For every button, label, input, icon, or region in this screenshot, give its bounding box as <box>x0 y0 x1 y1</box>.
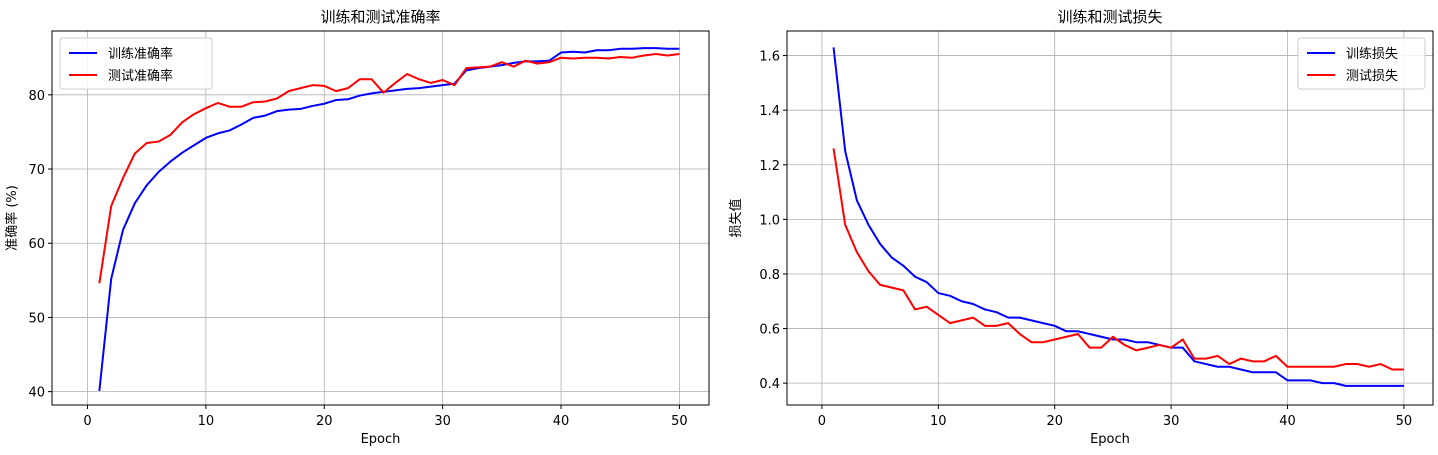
y-tick-label: 1.2 <box>759 159 780 174</box>
y-tick-label: 50 <box>28 311 45 326</box>
legend-label: 训练损失 <box>1346 47 1398 62</box>
x-axis-label: Epoch <box>1090 432 1130 447</box>
legend-box <box>1297 37 1426 90</box>
accuracy-chart: 0 10 20 30 40 50 40 50 60 70 80 训练和测试准确率 Epoch 准确率 (%… <box>4 8 710 447</box>
series-line-train <box>832 47 1404 387</box>
y-tick-label: 60 <box>28 237 45 252</box>
axes-frame <box>786 30 1434 406</box>
x-tick-label: 50 <box>1396 414 1413 429</box>
y-tick-label: 80 <box>28 89 45 104</box>
legend-label: 训练准确率 <box>108 46 173 62</box>
y-tick-label: 0.8 <box>759 268 780 283</box>
x-tick-label: 20 <box>1046 414 1063 429</box>
x-tick-label: 40 <box>553 414 570 429</box>
y-axis-label: 损失值 <box>728 198 744 237</box>
x-tick-label: 20 <box>316 414 333 429</box>
series-line-test <box>832 148 1404 371</box>
legend-box <box>59 37 213 90</box>
legend-label: 测试准确率 <box>108 68 173 84</box>
x-tick-label: 50 <box>671 414 688 429</box>
x-axis-label: Epoch <box>361 432 401 447</box>
x-tick-label: 30 <box>1163 414 1180 429</box>
series-line-train <box>98 47 680 392</box>
y-axis-label: 准确率 (%) <box>4 185 20 251</box>
y-tick-label: 1.4 <box>759 104 780 119</box>
plot-area <box>52 31 709 405</box>
y-tick-label: 40 <box>28 386 45 401</box>
series-line-test <box>98 53 680 284</box>
plot-area <box>787 31 1433 405</box>
y-tick-label: 0.4 <box>759 377 780 392</box>
chart-title: 训练和测试准确率 <box>320 8 440 26</box>
chart-title: 训练和测试损失 <box>1057 8 1162 26</box>
axes-frame <box>51 30 710 406</box>
y-tick-label: 1.0 <box>759 213 780 228</box>
x-tick-label: 30 <box>434 414 451 429</box>
x-tick-label: 0 <box>818 414 826 429</box>
x-tick-label: 40 <box>1279 414 1296 429</box>
legend-label: 测试损失 <box>1346 69 1398 84</box>
loss-chart: 0 10 20 30 40 50 0.4 0.6 0.8 1.0 1.2 1.4 1.6 训练和测试损失 E… <box>728 8 1434 447</box>
y-tick-label: 1.6 <box>759 50 780 65</box>
y-tick-label: 70 <box>28 163 45 178</box>
y-tick-label: 0.6 <box>759 323 780 338</box>
x-tick-label: 0 <box>83 414 91 429</box>
x-tick-label: 10 <box>930 414 947 429</box>
x-tick-label: 10 <box>198 414 215 429</box>
